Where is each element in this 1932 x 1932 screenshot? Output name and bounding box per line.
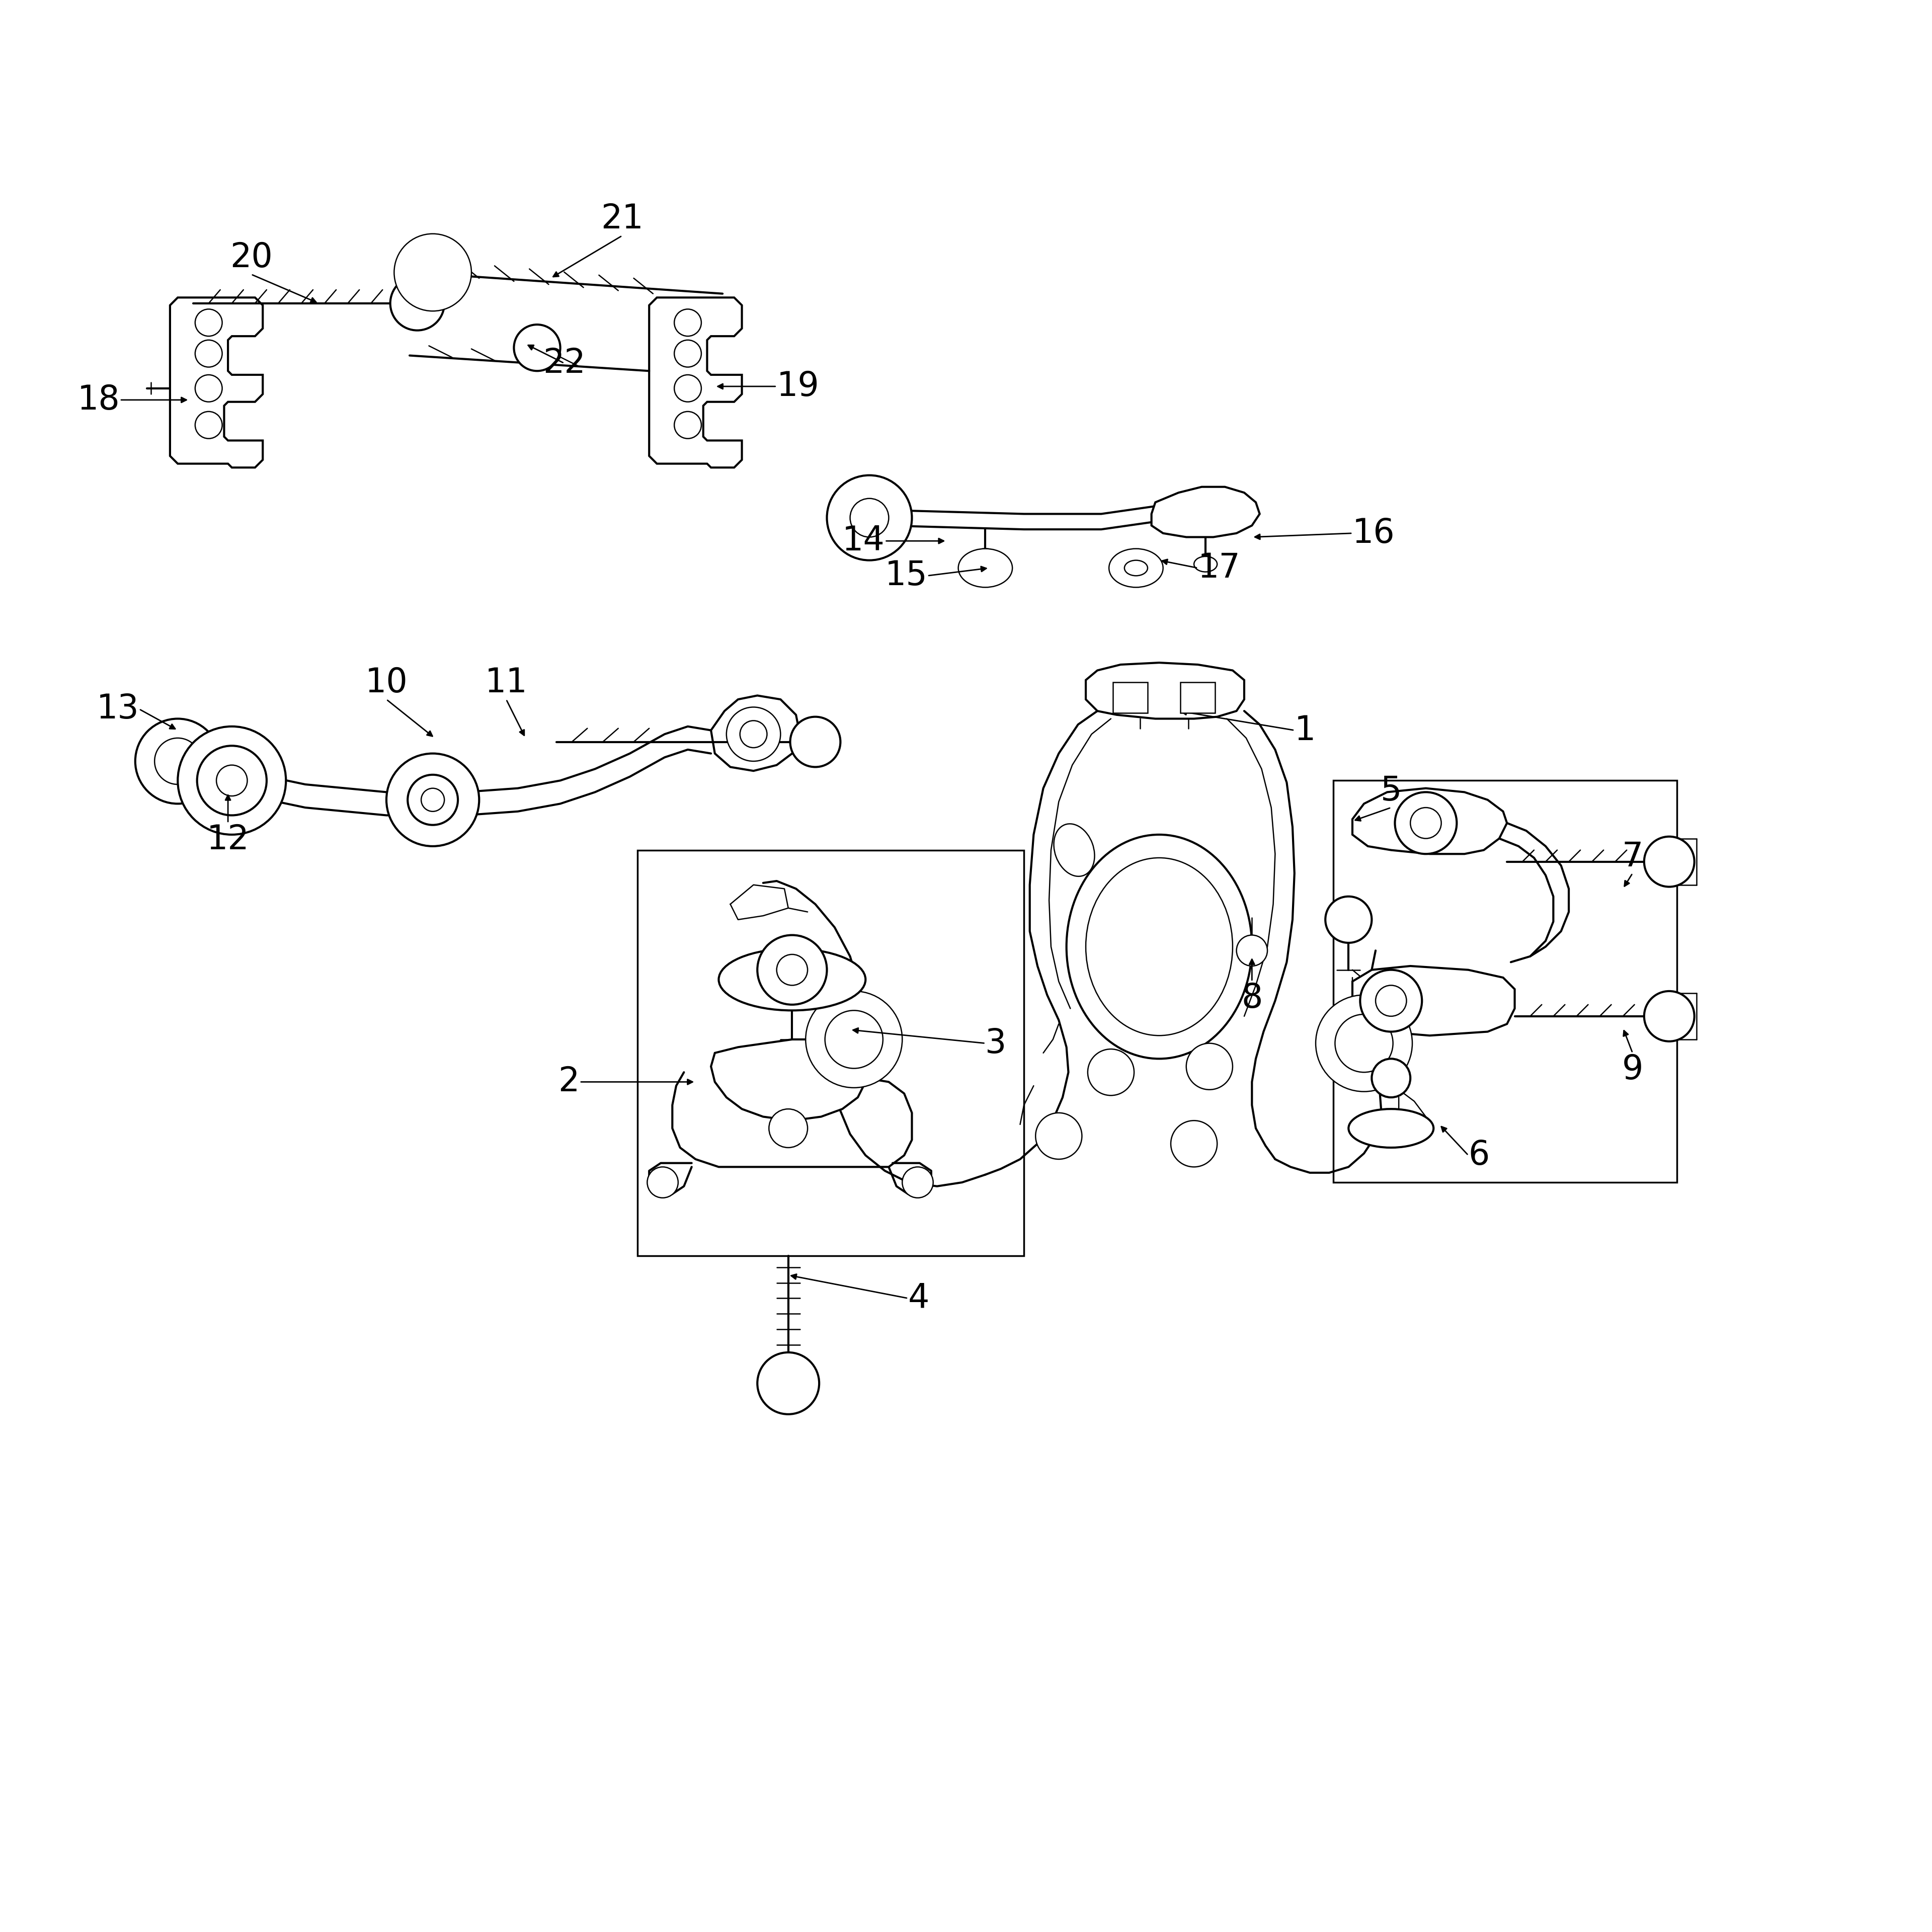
Circle shape [769, 1109, 808, 1148]
Text: 8: 8 [1240, 981, 1264, 1014]
Circle shape [1376, 985, 1406, 1016]
Text: 18: 18 [77, 383, 120, 417]
Text: 17: 17 [1198, 551, 1240, 585]
Circle shape [674, 340, 701, 367]
Ellipse shape [1194, 556, 1217, 572]
Circle shape [1644, 991, 1694, 1041]
Circle shape [216, 765, 247, 796]
Circle shape [790, 717, 840, 767]
Polygon shape [711, 696, 800, 771]
Ellipse shape [1053, 823, 1095, 877]
Circle shape [195, 375, 222, 402]
Circle shape [394, 234, 471, 311]
Circle shape [1644, 837, 1694, 887]
Ellipse shape [1086, 858, 1233, 1036]
Text: 20: 20 [230, 242, 272, 274]
Bar [1113, 682, 1148, 713]
Ellipse shape [1109, 549, 1163, 587]
Ellipse shape [1066, 835, 1252, 1059]
Circle shape [178, 726, 286, 835]
Circle shape [757, 935, 827, 1005]
Circle shape [1395, 792, 1457, 854]
Text: 19: 19 [777, 369, 819, 404]
Text: 15: 15 [885, 558, 927, 593]
Text: 6: 6 [1468, 1138, 1490, 1173]
Text: 2: 2 [558, 1065, 580, 1099]
Text: 22: 22 [543, 346, 585, 381]
Circle shape [155, 738, 201, 784]
Circle shape [135, 719, 220, 804]
Circle shape [390, 276, 444, 330]
Circle shape [1186, 1043, 1233, 1090]
Circle shape [1036, 1113, 1082, 1159]
Ellipse shape [1124, 560, 1148, 576]
Polygon shape [170, 298, 263, 468]
Circle shape [1236, 935, 1267, 966]
Circle shape [825, 1010, 883, 1068]
Circle shape [386, 753, 479, 846]
Text: 1: 1 [1294, 713, 1316, 748]
Circle shape [647, 1167, 678, 1198]
Ellipse shape [719, 949, 866, 1010]
Ellipse shape [958, 549, 1012, 587]
Circle shape [1410, 808, 1441, 838]
Text: 4: 4 [908, 1281, 929, 1316]
Text: 5: 5 [1379, 775, 1403, 808]
Circle shape [195, 340, 222, 367]
Text: 3: 3 [985, 1026, 1007, 1061]
Circle shape [408, 775, 458, 825]
Bar [1180, 682, 1215, 713]
Circle shape [195, 412, 222, 439]
Circle shape [726, 707, 781, 761]
Circle shape [1335, 1014, 1393, 1072]
Text: 13: 13 [97, 692, 139, 726]
Circle shape [740, 721, 767, 748]
Circle shape [674, 375, 701, 402]
Circle shape [674, 412, 701, 439]
Circle shape [1372, 1059, 1410, 1097]
Circle shape [1088, 1049, 1134, 1095]
Circle shape [421, 788, 444, 811]
Text: 11: 11 [485, 667, 527, 699]
Polygon shape [1352, 966, 1515, 1036]
Text: 7: 7 [1621, 840, 1644, 873]
Polygon shape [1352, 788, 1507, 854]
Circle shape [195, 309, 222, 336]
Ellipse shape [1349, 1109, 1434, 1148]
Text: 21: 21 [601, 203, 643, 236]
Circle shape [827, 475, 912, 560]
Polygon shape [1086, 663, 1244, 719]
Text: 9: 9 [1621, 1053, 1644, 1086]
Bar [638, 850, 1024, 1256]
Circle shape [1325, 896, 1372, 943]
Circle shape [1316, 995, 1412, 1092]
Circle shape [850, 498, 889, 537]
Polygon shape [649, 298, 742, 468]
Polygon shape [711, 1039, 866, 1121]
Circle shape [1171, 1121, 1217, 1167]
Circle shape [806, 991, 902, 1088]
Circle shape [1360, 970, 1422, 1032]
Text: 16: 16 [1352, 516, 1395, 551]
Circle shape [674, 309, 701, 336]
Text: 12: 12 [207, 823, 249, 856]
Circle shape [197, 746, 267, 815]
Circle shape [406, 245, 460, 299]
Circle shape [777, 954, 808, 985]
Bar [1333, 781, 1677, 1182]
Text: 10: 10 [365, 667, 408, 699]
Polygon shape [1151, 487, 1260, 537]
Circle shape [757, 1352, 819, 1414]
Text: 14: 14 [842, 524, 885, 558]
Circle shape [902, 1167, 933, 1198]
Ellipse shape [970, 549, 1001, 572]
Circle shape [514, 325, 560, 371]
